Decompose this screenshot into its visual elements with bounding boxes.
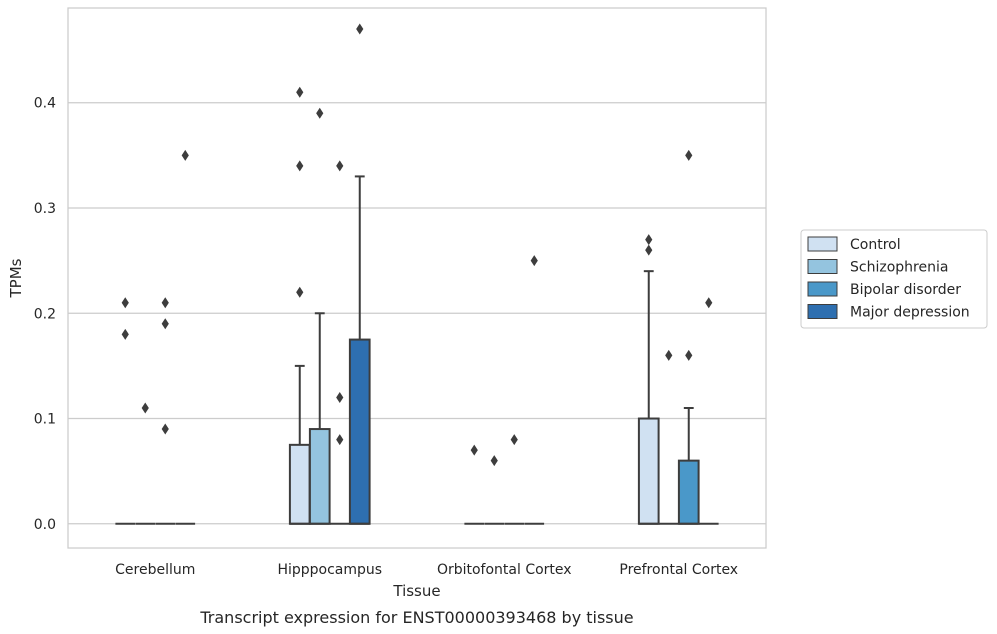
y-axis-ticks: 0.0 0.1 0.2 0.3 0.4 [34, 96, 56, 533]
box [677, 459, 700, 525]
legend-swatch [807, 281, 838, 297]
outlier-point [645, 234, 653, 246]
legend-label: Schizophrenia [850, 260, 948, 276]
outlier-point [685, 149, 693, 161]
x-axis-label: Tissue [392, 582, 440, 600]
y-tick-label: 0.2 [34, 306, 56, 322]
outlier-point [336, 434, 344, 446]
outlier-point [490, 455, 498, 467]
outlier-point [645, 244, 653, 256]
outlier-point [296, 86, 304, 98]
chart-caption: Transcript expression for ENST0000039346… [199, 608, 633, 627]
outlier-point [665, 349, 673, 361]
outlier-point [316, 107, 324, 119]
box-bipolar-disorder [677, 407, 700, 525]
y-axis-label: TPMs [7, 258, 25, 298]
boxes [115, 175, 719, 525]
legend-item: Bipolar disorder [807, 281, 961, 298]
outlier-point [356, 23, 364, 35]
outlier-point [510, 434, 518, 446]
outlier-point [705, 297, 713, 309]
box [288, 443, 311, 525]
y-tick-label: 0.4 [34, 96, 56, 112]
x-tick-label: Cerebellum [115, 562, 195, 578]
legend-items: Control Schizophrenia Bipolar disorder Majo… [807, 236, 970, 321]
outlier-point [296, 160, 304, 172]
box [308, 428, 331, 525]
outlier-point [161, 318, 169, 330]
legend-label: Major depression [850, 305, 970, 321]
legend-item: Major depression [807, 304, 970, 321]
y-tick-label: 0.1 [34, 412, 56, 428]
box [348, 338, 371, 525]
legend-item: Control [807, 236, 901, 253]
outlier-point [296, 286, 304, 298]
outlier-point [470, 444, 478, 456]
legend-swatch [807, 304, 838, 319]
y-tick-label: 0.3 [34, 201, 56, 217]
box [637, 417, 660, 525]
outlier-point [181, 149, 189, 161]
plot-area [68, 8, 766, 548]
outlier-point [336, 391, 344, 403]
plot-frame [67, 7, 767, 549]
outlier-point [161, 297, 169, 309]
legend-label: Control [850, 237, 901, 253]
y-tick-label: 0.0 [34, 517, 56, 533]
outlier-point [530, 255, 538, 267]
legend: Control Schizophrenia Bipolar disorder Majo… [800, 229, 988, 329]
legend-swatch [807, 259, 838, 274]
outlier-point [121, 297, 129, 309]
box-schizophrenia [308, 312, 331, 525]
x-tick-label: Hipppocampus [277, 562, 382, 578]
legend-swatch [807, 236, 838, 252]
outlier-point [141, 402, 149, 414]
legend-label: Bipolar disorder [850, 282, 961, 298]
outlier-point [336, 160, 344, 172]
outlier-points [121, 23, 713, 467]
outlier-point [121, 328, 129, 340]
x-axis-ticks: Cerebellum Hipppocampus Orbitofontal Corte… [115, 562, 738, 578]
legend-item: Schizophrenia [807, 259, 948, 276]
box-control [637, 270, 660, 525]
outlier-point [685, 349, 693, 361]
box-major-depression [348, 175, 371, 525]
x-tick-label: Prefrontal Cortex [619, 562, 738, 578]
x-tick-label: Orbitofontal Cortex [437, 562, 572, 578]
outlier-point [161, 423, 169, 435]
legend-frame [800, 229, 988, 329]
